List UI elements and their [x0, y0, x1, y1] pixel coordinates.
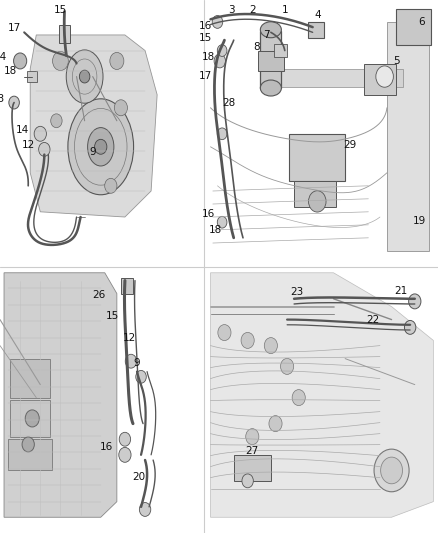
Circle shape: [374, 449, 409, 492]
Text: 7: 7: [263, 30, 269, 40]
Text: 14: 14: [15, 125, 29, 135]
Bar: [290, 134, 345, 181]
Text: 8: 8: [254, 43, 260, 52]
Ellipse shape: [88, 127, 114, 166]
Circle shape: [217, 128, 227, 140]
Circle shape: [381, 457, 403, 484]
Circle shape: [217, 45, 227, 56]
Circle shape: [246, 429, 259, 445]
Circle shape: [280, 358, 293, 374]
Text: 15: 15: [106, 311, 120, 321]
Circle shape: [292, 390, 305, 406]
Circle shape: [218, 325, 231, 341]
Text: 26: 26: [92, 290, 106, 300]
Text: 15: 15: [54, 5, 67, 15]
Text: 16: 16: [100, 442, 113, 452]
Ellipse shape: [66, 50, 103, 103]
Circle shape: [22, 437, 34, 452]
Text: 1: 1: [282, 5, 288, 15]
Text: 9: 9: [89, 147, 96, 157]
Circle shape: [14, 53, 27, 69]
Bar: [10, 359, 50, 398]
Bar: [387, 22, 429, 251]
Bar: [234, 455, 271, 481]
Text: 2: 2: [249, 5, 256, 15]
Ellipse shape: [260, 80, 281, 96]
Text: 18: 18: [208, 225, 222, 235]
Bar: [274, 44, 287, 57]
Circle shape: [214, 54, 226, 68]
Text: 17: 17: [7, 23, 21, 34]
Bar: [364, 63, 396, 95]
Bar: [60, 25, 70, 43]
Circle shape: [53, 51, 68, 70]
Circle shape: [241, 333, 254, 349]
Bar: [10, 400, 50, 437]
Bar: [276, 69, 403, 87]
Circle shape: [119, 432, 131, 446]
Circle shape: [119, 447, 131, 462]
Circle shape: [139, 503, 151, 516]
Circle shape: [136, 370, 146, 383]
Text: 4: 4: [314, 11, 321, 20]
Bar: [121, 278, 133, 294]
Text: 16: 16: [199, 21, 212, 31]
Circle shape: [34, 126, 46, 141]
Text: 19: 19: [413, 216, 426, 226]
Text: 20: 20: [132, 472, 145, 482]
Text: 15: 15: [199, 33, 212, 43]
Bar: [308, 22, 324, 37]
Circle shape: [308, 191, 326, 212]
Text: 21: 21: [394, 286, 407, 296]
Text: 16: 16: [201, 209, 215, 220]
Text: 23: 23: [290, 287, 303, 297]
Circle shape: [39, 142, 50, 156]
Circle shape: [105, 179, 117, 193]
Text: 9: 9: [134, 358, 140, 368]
Circle shape: [212, 15, 223, 28]
Bar: [260, 31, 281, 88]
Bar: [8, 439, 53, 471]
Text: 17: 17: [199, 71, 212, 81]
Bar: [27, 71, 38, 82]
Circle shape: [125, 354, 137, 368]
Text: 28: 28: [223, 98, 236, 108]
Bar: [396, 9, 431, 45]
Circle shape: [95, 139, 107, 154]
Text: 13: 13: [0, 94, 5, 104]
Text: 12: 12: [122, 333, 136, 343]
Text: 27: 27: [246, 446, 259, 456]
Circle shape: [110, 52, 124, 69]
Ellipse shape: [68, 99, 134, 195]
Ellipse shape: [376, 66, 393, 87]
Circle shape: [9, 96, 19, 109]
Text: 18: 18: [4, 66, 17, 76]
Circle shape: [25, 410, 39, 427]
Circle shape: [409, 294, 421, 309]
Bar: [294, 181, 336, 207]
Circle shape: [269, 416, 282, 432]
Bar: [258, 51, 284, 71]
Circle shape: [242, 474, 253, 488]
Text: 6: 6: [418, 17, 425, 27]
Circle shape: [404, 320, 416, 334]
Polygon shape: [211, 273, 433, 517]
Text: 5: 5: [393, 56, 399, 66]
Circle shape: [217, 216, 227, 228]
Text: 22: 22: [366, 314, 380, 325]
Circle shape: [264, 337, 277, 353]
Ellipse shape: [260, 22, 281, 38]
Text: 29: 29: [343, 141, 357, 150]
Text: 14: 14: [0, 52, 7, 62]
Polygon shape: [4, 273, 117, 517]
Circle shape: [51, 114, 62, 128]
Polygon shape: [30, 35, 157, 217]
Circle shape: [79, 70, 90, 83]
Text: 18: 18: [201, 52, 215, 62]
Circle shape: [114, 100, 127, 116]
Text: 12: 12: [21, 141, 35, 150]
Text: 3: 3: [228, 5, 235, 15]
